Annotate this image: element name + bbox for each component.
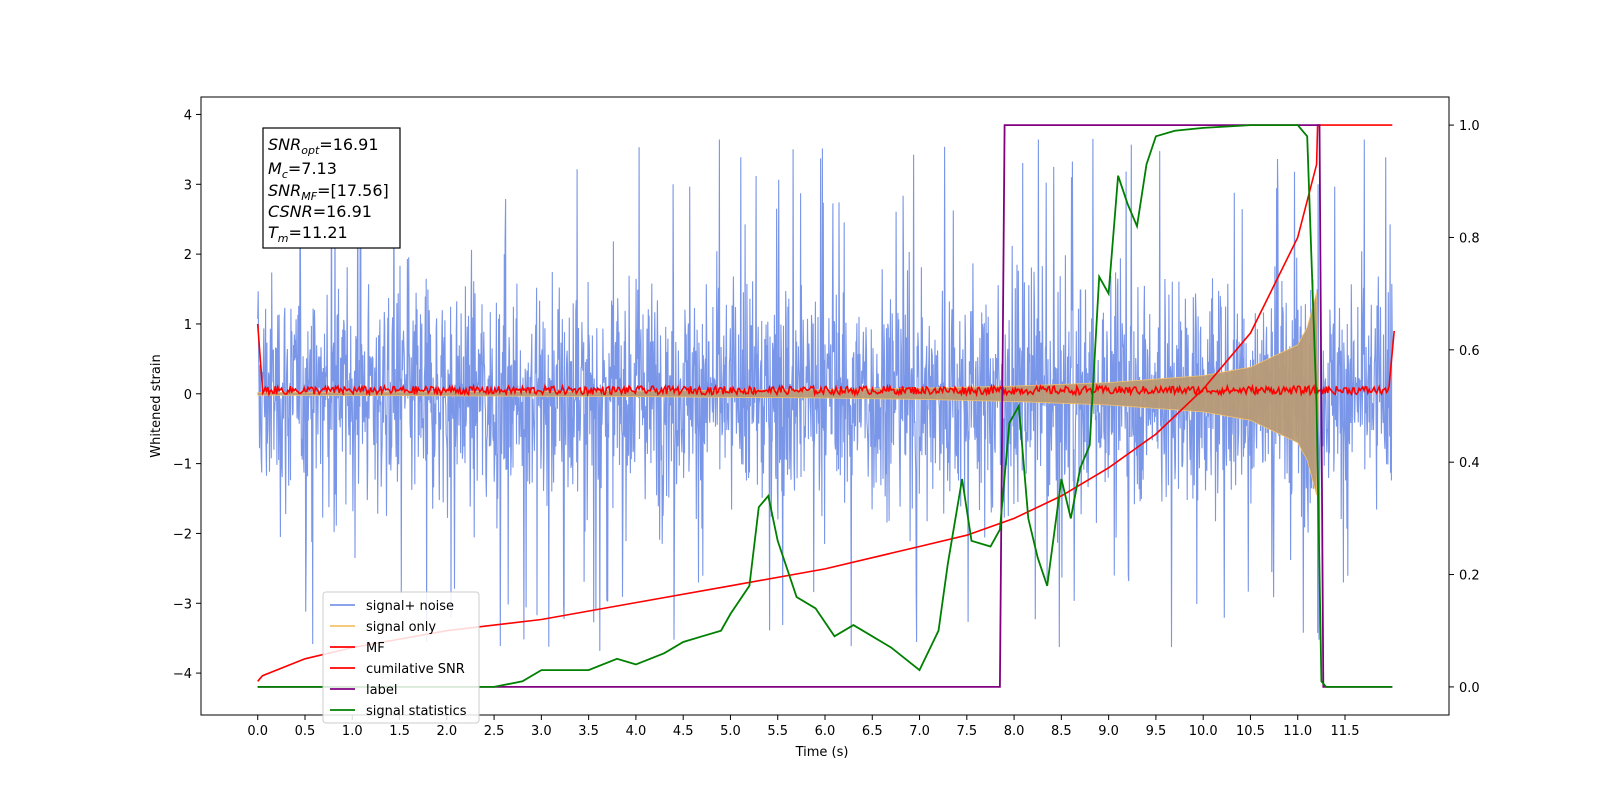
y-tick-label: −3 (173, 597, 192, 612)
x-tick-label: 7.5 (956, 724, 977, 739)
x-tick-label: 1.5 (389, 724, 410, 739)
info-tm: Tm=11.21 (268, 223, 348, 245)
y-axis-label: Whitened strain (149, 354, 164, 457)
x-tick-label: 10.0 (1189, 724, 1218, 739)
y-tick-label: 3 (184, 178, 192, 193)
legend-label: cumilative SNR (366, 662, 465, 677)
legend-label: MF (366, 641, 385, 656)
x-tick-label: 0.5 (295, 724, 316, 739)
info-snr-opt: SNRopt=16.91 (268, 135, 379, 157)
x-tick-label: 3.5 (578, 724, 599, 739)
y2-tick-label: 0.0 (1459, 681, 1480, 696)
x-tick-label: 5.0 (720, 724, 741, 739)
legend: signal+ noise signal only MF cumilative SNR… (322, 591, 480, 724)
y2-tick-label: 0.6 (1459, 344, 1480, 359)
y-tick-label: −1 (173, 458, 192, 473)
y-axis-right: 1.0 0.8 0.6 0.4 0.2 0.0 (1449, 119, 1480, 696)
y2-tick-label: 1.0 (1459, 119, 1480, 134)
y-tick-label: −2 (173, 527, 192, 542)
info-box: SNRopt=16.91 Mc=7.13 SNRMF=[17.56] CSNR=… (262, 127, 401, 249)
y-tick-label: 0 (184, 388, 192, 403)
info-csnr: CSNR=16.91 (268, 202, 372, 221)
legend-label: signal only (366, 620, 436, 635)
y-tick-label: −4 (173, 667, 192, 682)
x-axis-label: Time (s) (795, 745, 849, 760)
info-snr-mf: SNRMF=[17.56] (268, 181, 389, 203)
x-tick-label: 0.0 (247, 724, 268, 739)
mf-line (256, 323, 1395, 398)
legend-label: label (366, 683, 397, 698)
mf-series (256, 323, 1395, 398)
x-tick-label: 2.0 (436, 724, 457, 739)
x-tick-label: 9.5 (1146, 724, 1167, 739)
signal-statistics-series (257, 124, 1393, 688)
x-tick-label: 1.0 (342, 724, 363, 739)
y2-tick-label: 0.8 (1459, 231, 1480, 246)
x-tick-label: 11.0 (1283, 724, 1312, 739)
x-tick-label: 9.0 (1098, 724, 1119, 739)
x-tick-label: 3.0 (531, 724, 552, 739)
x-tick-label: 7.0 (909, 724, 930, 739)
legend-label: signal statistics (366, 704, 467, 719)
y2-tick-label: 0.4 (1459, 456, 1480, 471)
legend-label: signal+ noise (366, 599, 454, 614)
x-tick-label: 8.5 (1051, 724, 1072, 739)
info-mc: Mc=7.13 (268, 159, 337, 181)
y-axis-left: 4 3 2 1 0 −1 −2 −3 −4 (173, 108, 201, 682)
x-tick-label: 6.0 (815, 724, 836, 739)
x-axis: 0.0 0.5 1.0 1.5 2.0 2.5 3.0 3.5 4.0 4.5 5.0 5.5 6.0 6… (247, 715, 1359, 739)
x-tick-label: 8.0 (1004, 724, 1025, 739)
x-tick-label: 11.5 (1331, 724, 1360, 739)
x-tick-label: 5.5 (767, 724, 788, 739)
x-tick-label: 6.5 (862, 724, 883, 739)
y-tick-label: 2 (184, 248, 192, 263)
signal-statistics-line (257, 124, 1393, 688)
y-tick-label: 4 (184, 108, 192, 123)
x-tick-label: 2.5 (484, 724, 505, 739)
y-tick-label: 1 (184, 318, 192, 333)
x-tick-label: 4.0 (626, 724, 647, 739)
x-tick-label: 4.5 (673, 724, 694, 739)
x-tick-label: 10.5 (1236, 724, 1265, 739)
y2-tick-label: 0.2 (1459, 569, 1480, 584)
